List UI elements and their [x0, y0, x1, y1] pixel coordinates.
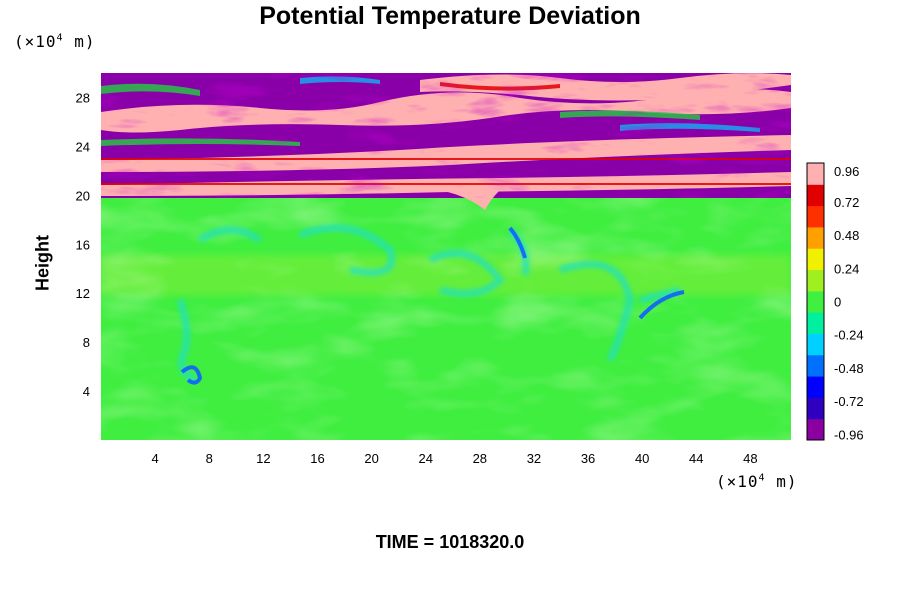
colorbar-swatch	[807, 354, 824, 377]
x-tick-label: 36	[581, 451, 595, 466]
colorbar-tick-label: -0.24	[834, 328, 864, 343]
y-tick-label: 20	[76, 188, 90, 203]
y-axis-unit: (×104 m)	[14, 32, 96, 51]
colorbar-tick-label: 0	[834, 295, 841, 310]
x-tick-label: 44	[689, 451, 703, 466]
y-tick-label: 4	[83, 384, 90, 399]
colorbar-frame	[806, 162, 825, 441]
colorbar-swatch	[807, 312, 824, 334]
x-tick-label: 20	[364, 451, 378, 466]
x-tick-label: 16	[310, 451, 324, 466]
colorbar-swatch	[807, 269, 824, 292]
colorbar-swatch	[807, 205, 824, 228]
colorbar-swatch	[807, 248, 824, 271]
colorbar-tick-label: -0.48	[834, 361, 864, 376]
y-tick-label: 8	[83, 335, 90, 350]
x-axis-unit: (×104 m)	[716, 472, 798, 491]
colorbar-swatch	[807, 290, 824, 313]
colorbar-tick-label: -0.72	[834, 394, 864, 409]
x-tick-label: 4	[152, 451, 159, 466]
colorbar-swatch	[807, 333, 824, 356]
heatmap-field	[101, 73, 791, 440]
colorbar-swatch	[807, 184, 824, 207]
x-tick-label: 28	[473, 451, 487, 466]
chart-title: Potential Temperature Deviation	[259, 2, 641, 30]
colorbar-tick-label: 0.72	[834, 195, 859, 210]
y-tick-label: 28	[76, 90, 90, 105]
x-axis: 4 8 12 16 20 24 28 32 36 40 44 48	[152, 451, 758, 466]
x-tick-label: 24	[418, 451, 432, 466]
x-tick-label: 40	[635, 451, 649, 466]
colorbar-swatch	[807, 163, 824, 185]
x-tick-label: 48	[743, 451, 757, 466]
colorbar-tick-label: -0.96	[834, 427, 864, 442]
colorbar-swatch	[807, 418, 824, 441]
time-label: TIME = 1018320.0	[375, 532, 525, 552]
y-tick-label: 24	[76, 139, 90, 154]
colorbar: 0.96 0.72 0.48 0.24 0 -0.24 -0.48 -0.72 -0.96	[806, 162, 864, 442]
x-tick-label: 32	[527, 451, 541, 466]
y-tick-label: 12	[76, 286, 90, 301]
blue-filaments	[180, 226, 685, 385]
colorbar-tick-label: 0.96	[834, 164, 859, 179]
y-tick-label: 16	[76, 237, 90, 252]
colorbar-tick-label: 0.48	[834, 228, 859, 243]
colorbar-swatch	[807, 397, 824, 420]
colorbar-tick-label: 0.24	[834, 261, 859, 276]
colorbar-swatch	[807, 376, 824, 398]
x-tick-label: 12	[256, 451, 270, 466]
x-tick-label: 8	[206, 451, 213, 466]
y-axis: 4 8 12 16 20 24 28	[76, 90, 90, 399]
colorbar-swatch	[807, 226, 824, 249]
